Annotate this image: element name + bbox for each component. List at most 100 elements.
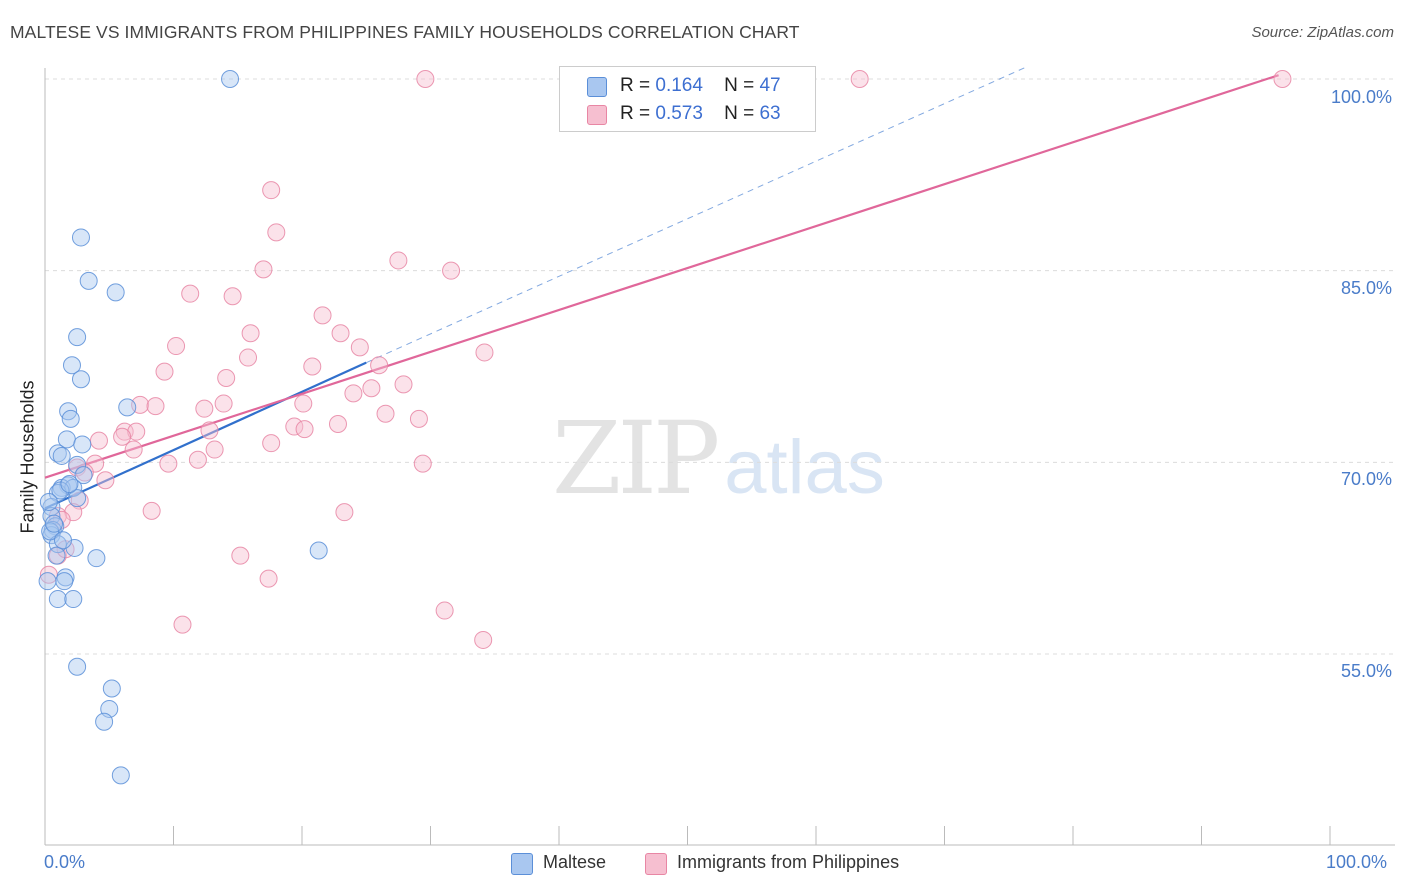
philippines-point-28 <box>294 394 313 413</box>
philippines-point-59 <box>173 615 192 634</box>
maltese-point-20 <box>68 489 87 508</box>
philippines-point-42 <box>188 450 207 469</box>
legend-swatch-maltese <box>587 77 607 97</box>
maltese-point-46 <box>53 531 72 550</box>
maltese-point-13 <box>52 446 71 465</box>
philippines-point-15 <box>475 343 494 362</box>
trend-lines <box>44 65 1279 510</box>
philippines-point-11 <box>241 324 260 343</box>
maltese-point-43 <box>44 514 63 533</box>
correlation-legend: R = 0.164 N = 47 R = 0.573 N = 63 <box>559 66 816 132</box>
legend-n-value-philippines: 63 <box>759 103 781 124</box>
maltese-point-9 <box>61 409 80 428</box>
maltese-point-2 <box>79 271 98 290</box>
philippines-point-5 <box>389 251 408 270</box>
y-axis-label: Family Households <box>17 380 38 534</box>
philippines-point-43 <box>159 454 178 473</box>
philippines-point-26 <box>214 394 233 413</box>
maltese-point-44 <box>60 475 79 494</box>
legend-n-value-maltese: 47 <box>759 75 781 96</box>
philippines-point-20 <box>217 369 236 387</box>
x-tick-label-min: 0.0% <box>44 852 86 872</box>
philippines-point-7 <box>442 261 461 280</box>
source-label: Source: ZipAtlas.com <box>1251 24 1394 41</box>
philippines-point-58 <box>435 601 454 620</box>
philippines-point-39 <box>262 434 281 453</box>
philippines-point-60 <box>474 630 493 649</box>
philippines-point-3 <box>262 181 281 200</box>
philippines-point-50 <box>142 501 161 520</box>
maltese-point-39 <box>95 712 114 731</box>
maltese-point-11 <box>73 435 92 454</box>
philippines-point-31 <box>328 415 347 433</box>
series-swatch-philippines <box>645 853 667 875</box>
maltese-point-36 <box>68 657 87 676</box>
series-label-maltese: Maltese <box>543 852 607 872</box>
x-tick-label-max: 100.0% <box>1326 852 1388 872</box>
maltese-point-14 <box>68 455 87 474</box>
philippines-point-13 <box>167 337 186 356</box>
philippines-point-4 <box>267 223 286 242</box>
maltese-point-33 <box>38 572 57 591</box>
maltese-point-3 <box>106 283 125 302</box>
maltese-point-35 <box>64 590 83 609</box>
philippines-point-10 <box>313 306 332 325</box>
y-tick-label-100: 100.0% <box>1330 87 1392 107</box>
philippines-point-34 <box>200 421 219 440</box>
legend-r-value-maltese: 0.164 <box>655 75 703 96</box>
y-tick-label-55: 55.0% <box>1340 661 1392 681</box>
maltese-point-5 <box>62 356 81 375</box>
philippines-point-40 <box>124 440 143 459</box>
philippines-trend-line <box>44 74 1279 479</box>
axes <box>44 68 1395 846</box>
philippines-point-33 <box>295 420 314 439</box>
chart-title: MALTESE VS IMMIGRANTS FROM PHILIPPINES F… <box>10 22 800 42</box>
philippines-point-44 <box>413 454 432 473</box>
philippines-point-25 <box>146 397 165 416</box>
philippines-point-45 <box>86 454 105 473</box>
philippines-point-38 <box>89 431 108 450</box>
y-tick-label-85: 85.0% <box>1340 278 1392 298</box>
philippines-point-9 <box>223 287 242 306</box>
philippines-point-22 <box>362 379 381 398</box>
legend-r-label: R = <box>620 103 651 124</box>
maltese-trend-line <box>44 361 367 510</box>
philippines-point-57 <box>259 569 278 588</box>
philippines-point-41 <box>205 440 224 459</box>
philippines-point-18 <box>370 356 389 375</box>
philippines-point-56 <box>231 546 250 565</box>
philippines-point-16 <box>239 348 258 367</box>
y-tick-label-70: 70.0% <box>1340 469 1392 489</box>
philippines-point-14 <box>350 338 369 357</box>
legend-r-label: R = <box>620 75 651 96</box>
maltese-point-32 <box>55 572 74 591</box>
philippines-point-23 <box>344 384 363 403</box>
legend-n-label: N = <box>724 103 755 124</box>
maltese-point-1 <box>71 228 90 247</box>
legend-r-value-philippines: 0.573 <box>655 103 703 124</box>
maltese-point-28 <box>47 546 66 565</box>
maltese-point-15 <box>74 466 93 485</box>
philippines-point-17 <box>303 357 322 376</box>
maltese-point-0 <box>221 70 240 88</box>
philippines-point-37 <box>113 427 132 446</box>
legend-n-label: N = <box>724 75 755 96</box>
philippines-point-36 <box>127 422 146 441</box>
philippines-point-12 <box>331 324 350 343</box>
maltese-point-37 <box>102 679 121 698</box>
philippines-point-30 <box>409 409 428 428</box>
maltese-point-45 <box>39 492 58 511</box>
maltese-point-7 <box>118 398 137 417</box>
philippines-point-0 <box>416 70 435 88</box>
maltese-point-42 <box>51 481 70 500</box>
series-label-philippines: Immigrants from Philippines <box>677 852 900 872</box>
philippines-point-2 <box>1273 70 1292 88</box>
philippines-point-8 <box>181 284 200 303</box>
philippines-point-51 <box>335 503 354 522</box>
philippines-point-1 <box>850 70 869 88</box>
philippines-point-21 <box>394 375 413 394</box>
maltese-point-34 <box>48 590 67 609</box>
philippines-point-32 <box>285 417 304 436</box>
philippines-point-29 <box>376 404 395 423</box>
